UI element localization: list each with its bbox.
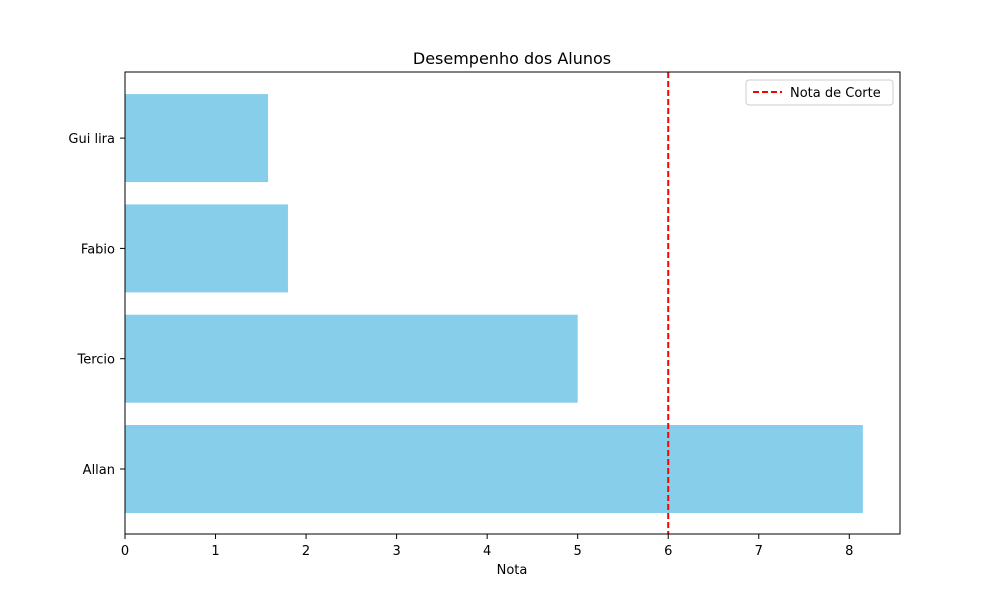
x-tick-label: 3	[392, 544, 400, 559]
bar-gui-lira	[125, 94, 269, 183]
legend-box	[745, 79, 894, 106]
bar-allan	[125, 425, 863, 513]
chart-title: Desempenho dos Alunos	[413, 49, 611, 68]
x-tick-label: 2	[302, 544, 310, 559]
y-tick-label: Allan	[83, 463, 115, 478]
bar-fabio	[125, 204, 288, 293]
legend: Nota de Corte	[745, 79, 894, 106]
x-tick-label: 8	[845, 544, 853, 559]
x-axis-label: Nota	[497, 563, 528, 578]
y-tick-label: Gui lira	[68, 132, 115, 147]
x-tick-label: 4	[483, 544, 491, 559]
bars-layer	[125, 94, 863, 513]
y-axis: Allan Tercio Fabio Gui lira	[68, 132, 125, 478]
x-tick-label: 0	[121, 544, 129, 559]
x-tick-label: 7	[755, 544, 763, 559]
x-axis: 0 1 2 3 4 5 6 7 8	[121, 534, 853, 559]
y-tick-label: Fabio	[81, 242, 115, 257]
bar-tercio	[125, 314, 578, 403]
x-tick-label: 6	[664, 544, 672, 559]
legend-label: Nota de Corte	[790, 86, 881, 101]
plot-area-frame	[124, 71, 901, 535]
y-tick-label: Tercio	[76, 353, 115, 368]
x-tick-label: 5	[574, 544, 582, 559]
x-tick-label: 1	[211, 544, 219, 559]
